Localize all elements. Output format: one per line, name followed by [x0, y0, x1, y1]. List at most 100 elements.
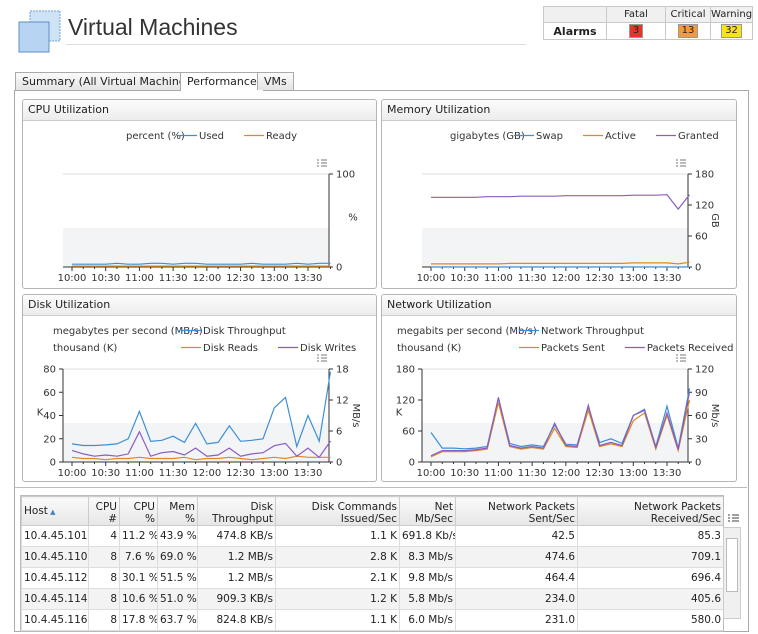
column-header-text: CPU # [95, 501, 117, 525]
x-tick-label: 11:30 [518, 468, 547, 479]
table-cell: 30.1 % [119, 567, 158, 589]
column-header-text: CPU % [133, 501, 155, 525]
table-container: Host ▲ CPU # CPU % Mem % Disk Throughput Disk… [20, 495, 724, 632]
series-line [430, 392, 691, 457]
x-tick-label: 12:00 [192, 273, 221, 284]
x-tick-label: 11:30 [518, 273, 547, 284]
y2-tick-label: 0 [695, 263, 701, 274]
table-cell: 2.1 K [275, 567, 400, 589]
column-header[interactable]: Disk Throughput [197, 496, 276, 526]
chart: 10:00 10:30 11:00 11:30 12:00 12:30 13:00 13:30… [37, 326, 361, 479]
column-menu-icon[interactable] [727, 513, 741, 525]
tab[interactable]: Summary (All Virtual Machines) [15, 72, 203, 90]
y2-axis-label: Mb/s [709, 404, 720, 428]
y2-tick-label: 60 [695, 232, 708, 243]
chart-menu-icon [317, 354, 327, 362]
column-header-text: Network Packets Sent/Sec [488, 501, 575, 525]
y-tick-label: 0 [409, 458, 415, 469]
tab[interactable]: VMs [257, 72, 294, 90]
page-title: Virtual Machines [68, 14, 238, 40]
table-cell: 1.1 K [275, 525, 400, 547]
table-cell: 11.2 % [119, 525, 158, 547]
table-cell: 474.8 KB/s [197, 525, 276, 547]
scrollbar[interactable] [723, 527, 741, 619]
alarm-count[interactable]: 13 [677, 24, 699, 38]
y2-tick-label: 120 [695, 365, 714, 376]
table-cell: 9.8 Mb/s [399, 567, 456, 589]
column-header-text: Net Mb/Sec [414, 501, 453, 525]
alarm-count[interactable]: 32 [721, 24, 742, 38]
series-line [72, 262, 331, 265]
x-tick-label: 12:00 [192, 468, 221, 479]
table-cell: 824.8 KB/s [197, 609, 276, 631]
alarm-header: Fatal [606, 6, 666, 23]
legend-unit: thousand (K) [397, 343, 461, 354]
tab[interactable]: Performance [180, 72, 264, 91]
column-header[interactable]: Mem % [157, 496, 198, 526]
column-header-text: Host [24, 504, 48, 517]
table-cell: 10.4.45.101 [21, 525, 89, 547]
table-cell: 4 [88, 525, 120, 547]
sort-arrow: ▲ [47, 507, 56, 516]
table-row[interactable]: 10.4.45.110 8 7.6 % 69.0 % 1.2 MB/s 2.8 K 8.3 … [21, 546, 723, 568]
divider [14, 487, 747, 488]
table-cell: 696.4 [577, 567, 723, 589]
chart-menu-icon [676, 159, 686, 167]
y-tick-label: 60 [402, 427, 415, 438]
chart-menu-icon [317, 159, 327, 167]
table-cell: 10.4.45.110 [21, 546, 89, 568]
alarm-header: Critical [665, 6, 711, 23]
legend-label: Disk Reads [203, 343, 258, 354]
series-line [431, 194, 690, 211]
column-header[interactable]: Network Packets Sent/Sec [455, 496, 578, 526]
table-cell: 85.3 [577, 525, 723, 547]
y2-tick-label: 180 [695, 170, 714, 181]
table-cell: 42.5 [455, 525, 578, 547]
x-tick-label: 13:30 [294, 273, 323, 284]
y2-tick-label: 90 [695, 388, 708, 399]
y-axis-label: K [396, 408, 403, 419]
column-header[interactable]: Net Mb/Sec [399, 496, 456, 526]
column-header[interactable]: Disk Commands Issued/Sec [275, 496, 400, 526]
chart-panel: Disk Utilization 10:00 10:30 11:00 11:30 12:… [22, 294, 377, 482]
series-line [71, 455, 331, 461]
legend-label: Disk Throughput [203, 326, 286, 337]
legend-unit: percent (%) [126, 131, 185, 142]
x-tick-label: 11:00 [484, 468, 513, 479]
table-cell: 464.4 [455, 567, 578, 589]
chart-panel: Memory Utilization 10:00 10:30 11:00 11:30 1… [381, 99, 737, 289]
table-row[interactable]: 10.4.45.112 8 30.1 % 51.5 % 1.2 MB/s 2.1 K 9.8… [21, 567, 723, 589]
y-axis-label: K [37, 408, 44, 419]
table-cell: 1.2 MB/s [197, 567, 276, 589]
table-cell: 1.1 K [275, 609, 400, 631]
table-cell: 63.7 % [157, 609, 198, 631]
x-tick-label: 13:30 [294, 468, 323, 479]
x-tick-label: 10:30 [450, 273, 479, 284]
y-tick-label: 80 [43, 365, 56, 376]
x-tick-label: 13:00 [619, 468, 648, 479]
column-header-text: Disk Commands Issued/Sec [311, 501, 397, 525]
table-cell: 43.9 % [157, 525, 198, 547]
column-header-text: Disk Throughput [212, 501, 273, 525]
column-header[interactable]: CPU % [119, 496, 158, 526]
chart-title: Memory Utilization [382, 100, 736, 121]
series-line [71, 371, 332, 449]
scroll-thumb[interactable] [726, 538, 738, 592]
legend-label: Used [199, 131, 224, 142]
y-tick-label: 60 [43, 388, 56, 399]
alarm-label: Alarms [543, 22, 607, 40]
y-tick-label: 180 [396, 365, 415, 376]
legend-label: Swap [536, 131, 563, 142]
column-header[interactable]: CPU # [88, 496, 120, 526]
x-tick-label: 11:00 [484, 273, 513, 284]
table-cell: 8 [88, 609, 120, 631]
column-header[interactable]: Network Packets Received/Sec [577, 496, 723, 526]
x-tick-label: 12:30 [226, 273, 255, 284]
alarm-count[interactable]: 3 [628, 24, 644, 38]
table-cell: 17.8 % [119, 609, 158, 631]
y2-tick-label: 100 [336, 170, 355, 181]
column-header[interactable]: Host ▲ [21, 496, 89, 526]
